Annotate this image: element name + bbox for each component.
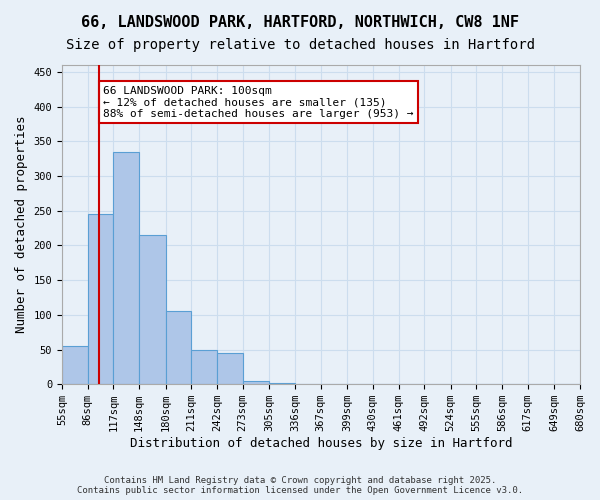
Text: 66 LANDSWOOD PARK: 100sqm
← 12% of detached houses are smaller (135)
88% of semi: 66 LANDSWOOD PARK: 100sqm ← 12% of detac… [103,86,414,119]
X-axis label: Distribution of detached houses by size in Hartford: Distribution of detached houses by size … [130,437,512,450]
Text: Size of property relative to detached houses in Hartford: Size of property relative to detached ho… [65,38,535,52]
Y-axis label: Number of detached properties: Number of detached properties [15,116,28,334]
Bar [62,346,88,384]
Bar [166,312,191,384]
Bar [88,214,113,384]
Bar [242,381,269,384]
Bar [191,350,217,384]
Bar [113,152,139,384]
Bar [269,383,295,384]
Bar [217,353,242,384]
Bar [139,235,166,384]
Text: Contains HM Land Registry data © Crown copyright and database right 2025.
Contai: Contains HM Land Registry data © Crown c… [77,476,523,495]
Text: 66, LANDSWOOD PARK, HARTFORD, NORTHWICH, CW8 1NF: 66, LANDSWOOD PARK, HARTFORD, NORTHWICH,… [81,15,519,30]
